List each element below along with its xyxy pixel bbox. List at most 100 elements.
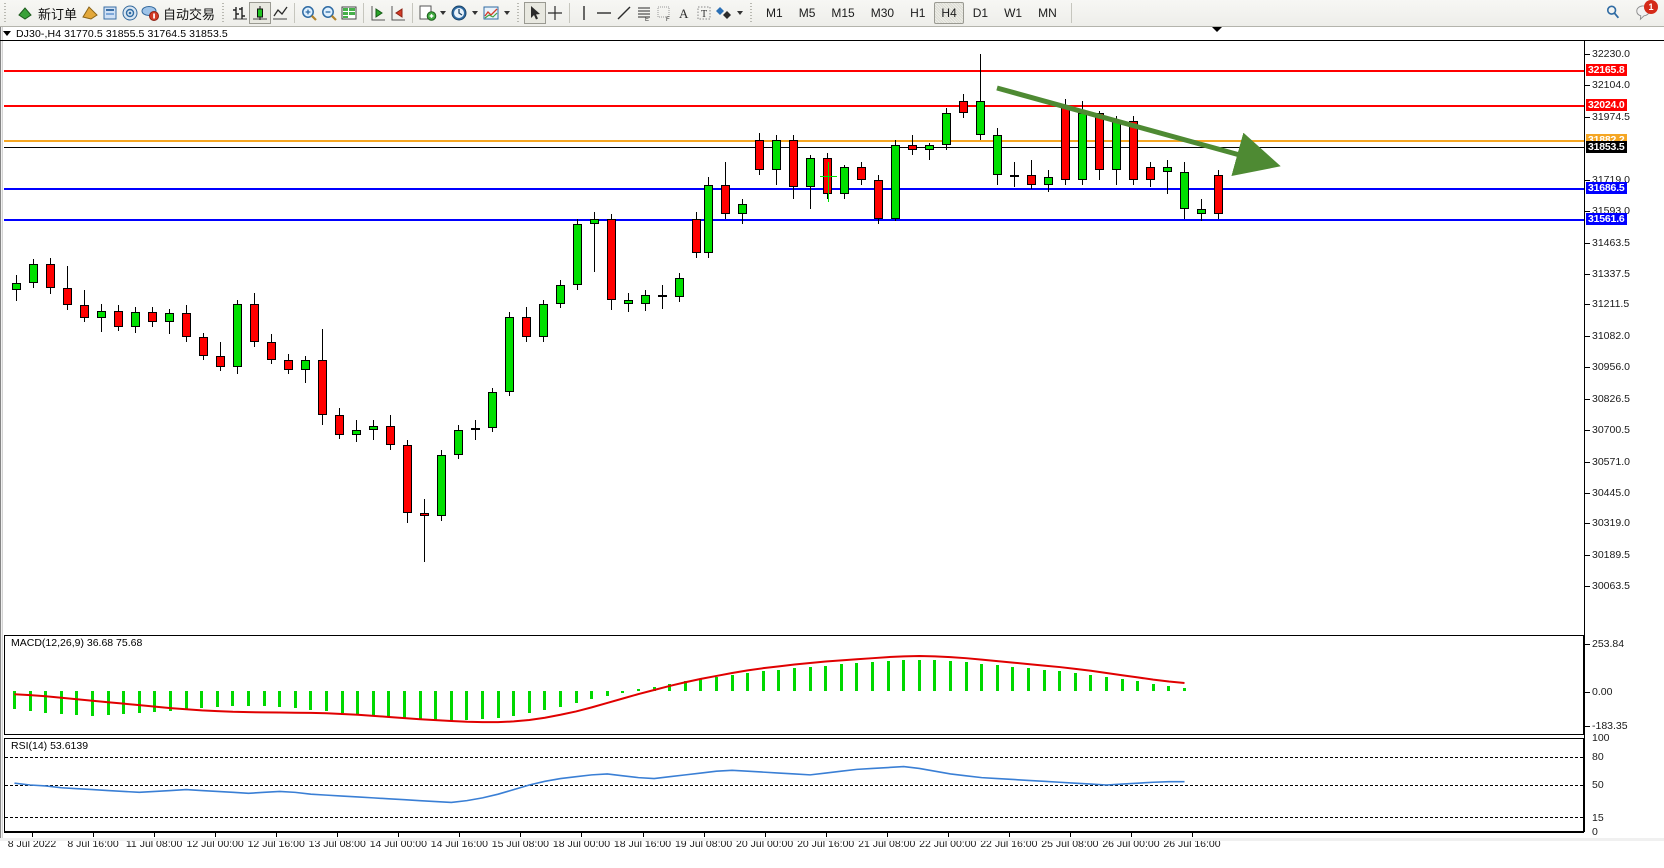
shapes-icon[interactable] — [714, 3, 734, 23]
equidistant-channel-icon[interactable]: F — [654, 3, 674, 23]
price-label-support-lower[interactable]: 31561.6 — [1586, 212, 1627, 225]
rsi-level-80 — [5, 757, 1583, 759]
text-icon[interactable]: A — [674, 3, 694, 23]
text-label-icon[interactable]: T — [694, 3, 714, 23]
price-tick-label: 31974.5 — [1592, 111, 1630, 124]
line-chart-icon[interactable] — [270, 3, 290, 23]
time-tick — [215, 833, 217, 837]
indicators-dropdown-caret[interactable] — [440, 11, 447, 15]
time-tick — [459, 833, 461, 837]
crosshair-icon[interactable] — [545, 3, 565, 23]
macd-tick — [1585, 643, 1590, 645]
candle-body — [488, 391, 497, 428]
alerts-icon[interactable]: 1 — [1634, 0, 1658, 23]
price-line-31561.6[interactable] — [4, 218, 1584, 221]
rsi-tick-label: 80 — [1592, 750, 1604, 763]
macd-histogram-bar — [481, 691, 484, 720]
market-watch-grid-icon[interactable] — [339, 3, 359, 23]
candle-body — [267, 341, 276, 361]
signals-icon[interactable] — [120, 3, 140, 23]
bar-chart-icon[interactable] — [230, 3, 250, 23]
timeframe-w1[interactable]: W1 — [1004, 6, 1023, 20]
candle-body — [352, 429, 361, 435]
macd-histogram-bar — [293, 691, 297, 709]
macd-histogram-bar — [137, 691, 141, 714]
macd-histogram-bar — [637, 689, 640, 692]
shapes-dropdown-caret[interactable] — [737, 11, 744, 15]
data-window-icon[interactable] — [80, 3, 100, 23]
new-order-button[interactable]: 新订单 — [12, 1, 80, 25]
time-tick — [1008, 833, 1010, 837]
price-tick-label: 30956.0 — [1592, 361, 1630, 374]
macd-histogram-bar — [247, 691, 250, 706]
candle-body — [284, 360, 293, 370]
timeframe-mn[interactable]: MN — [1038, 6, 1057, 20]
macd-histogram-bar — [668, 684, 672, 692]
macd-histogram-bar — [91, 691, 94, 716]
time-tick — [764, 833, 766, 837]
toolbar-grip-4[interactable] — [749, 3, 756, 23]
svg-text:F: F — [666, 17, 670, 23]
timeframe-d1[interactable]: D1 — [972, 6, 989, 20]
candle-body — [216, 356, 225, 368]
macd-pane[interactable]: MACD(12,26,9) 36.68 75.68 — [4, 635, 1584, 735]
toolbar-grip[interactable] — [3, 3, 9, 23]
down-trend-arrow[interactable] — [4, 41, 1584, 603]
auto-trading-button[interactable]: 自动交易 — [160, 1, 218, 25]
toolbar-grip-3[interactable] — [516, 3, 523, 23]
timeframe-m15[interactable]: M15 — [831, 6, 855, 20]
periods-dropdown-caret[interactable] — [472, 11, 479, 15]
market-watch-icon[interactable] — [140, 3, 160, 23]
periods-icon[interactable] — [449, 3, 469, 23]
candle-body — [789, 140, 798, 188]
price-line-32165.8[interactable] — [4, 70, 1584, 73]
search-icon[interactable] — [1604, 3, 1624, 23]
macd-histogram-bar — [200, 691, 204, 709]
chart-shift-icon[interactable] — [388, 3, 408, 23]
timeframe-h1[interactable]: H1 — [910, 6, 926, 20]
indicators-icon[interactable] — [417, 3, 437, 23]
price-scale[interactable]: 32230.0 32104.0 31974.5 31719.0 31593.0 31463… — [1584, 41, 1664, 838]
candlestick-chart-icon[interactable] — [249, 2, 272, 24]
price-label-resistance-lower[interactable]: 32024.0 — [1586, 99, 1627, 112]
macd-histogram-bar — [746, 672, 750, 692]
price-tick — [1585, 398, 1590, 400]
horizontal-line-icon[interactable] — [594, 3, 614, 23]
svg-text:E: E — [645, 17, 649, 23]
time-tick — [825, 833, 827, 837]
time-tick — [154, 833, 156, 837]
timeframe-h4[interactable]: H4 — [934, 2, 964, 24]
macd-histogram-bar — [75, 691, 79, 716]
templates-dropdown-caret[interactable] — [504, 11, 511, 15]
price-label-support-upper[interactable]: 31686.5 — [1586, 181, 1627, 194]
zoom-out-icon[interactable] — [319, 3, 339, 23]
templates-icon[interactable] — [481, 3, 501, 23]
price-label-current-price[interactable]: 31853.5 — [1586, 140, 1627, 153]
timeframe-m1[interactable]: M1 — [766, 6, 783, 20]
chart-menu-triangle-icon[interactable] — [3, 31, 11, 36]
candle-wick — [1031, 160, 1032, 190]
macd-signal-path — [14, 654, 1185, 724]
cursor-icon[interactable] — [524, 2, 547, 24]
time-tick — [581, 833, 583, 837]
price-pane[interactable] — [4, 41, 1584, 603]
trendline-icon[interactable] — [614, 3, 634, 23]
timeframe-m5[interactable]: M5 — [798, 6, 816, 20]
time-tick — [93, 833, 95, 837]
candle-body — [369, 426, 378, 430]
auto-scroll-icon[interactable] — [368, 3, 388, 23]
fibonacci-icon[interactable]: E — [634, 3, 654, 23]
chart-collapse-arrow-icon[interactable] — [1212, 27, 1222, 32]
price-line-32024.0[interactable] — [4, 105, 1584, 108]
price-label-resistance-upper[interactable]: 32165.8 — [1586, 64, 1627, 77]
timeframe-m30[interactable]: M30 — [870, 6, 895, 20]
navigator-icon[interactable] — [100, 3, 120, 23]
vertical-line-icon[interactable] — [574, 3, 594, 23]
zoom-in-icon[interactable] — [299, 3, 319, 23]
price-tick-label: 30063.5 — [1592, 580, 1630, 593]
candle-wick — [424, 498, 425, 563]
candle-wick — [929, 142, 930, 161]
rsi-pane[interactable]: RSI(14) 53.6139 — [4, 738, 1584, 832]
toolbar-grip-2[interactable] — [221, 3, 228, 23]
price-line-31686.5[interactable] — [4, 187, 1584, 190]
